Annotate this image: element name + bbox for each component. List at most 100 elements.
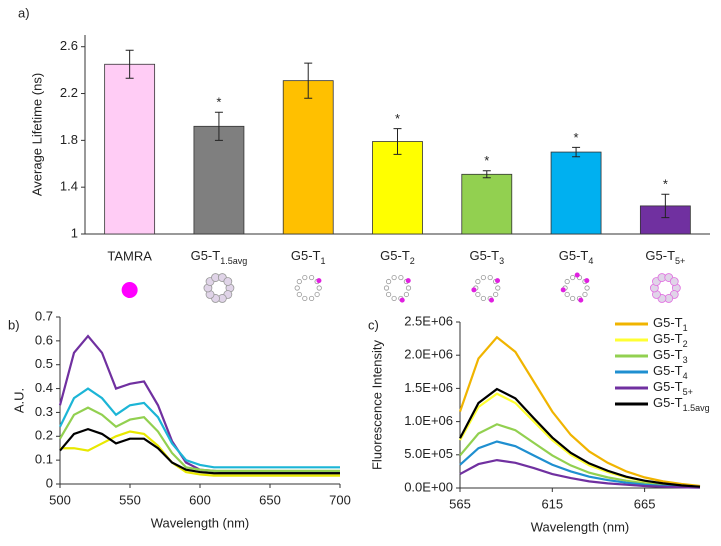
line	[459, 423, 701, 489]
panel-label: b)	[8, 317, 20, 332]
y-tick-label: 0.7	[35, 308, 53, 323]
line	[60, 430, 340, 477]
significance-mark: *	[574, 130, 579, 145]
y-tick-label: 2.5E+06	[404, 313, 453, 328]
y-tick-label: 2.6	[60, 38, 78, 53]
icon	[564, 278, 570, 285]
icon	[471, 287, 477, 293]
line	[459, 458, 701, 489]
icon	[316, 285, 322, 291]
x-axis-label: Wavelength (nm)	[151, 515, 250, 530]
y-tick-label: 0.6	[35, 332, 53, 347]
icon	[121, 282, 138, 298]
error-bar	[125, 49, 134, 79]
icon	[405, 285, 412, 291]
icon	[574, 272, 580, 278]
icon	[669, 277, 679, 286]
y-tick-label: 2.2	[60, 85, 78, 100]
icon	[386, 278, 392, 285]
icon	[391, 274, 397, 281]
y-tick-label: 1.4	[60, 179, 78, 194]
icon	[480, 274, 486, 281]
y-tick-label: 1	[71, 225, 78, 240]
significance-mark: *	[395, 111, 400, 126]
icon	[495, 278, 501, 284]
x-tick-label: G5-T1.5avg	[191, 248, 248, 266]
x-tick-label: G5-T5+	[645, 248, 685, 266]
y-tick-label: 0.0E+00	[404, 479, 453, 494]
x-tick-label: 615	[541, 496, 563, 511]
y-tick-label: 0.2	[35, 428, 53, 443]
bar	[193, 125, 245, 235]
icon	[487, 274, 493, 281]
icon	[383, 285, 390, 291]
bar	[550, 151, 602, 235]
line	[59, 427, 340, 475]
icon	[294, 285, 300, 291]
icon	[391, 295, 397, 302]
icon	[564, 291, 570, 298]
x-tick-label: 700	[329, 492, 351, 507]
icon	[302, 274, 308, 281]
icon	[316, 278, 322, 284]
icon	[314, 291, 320, 298]
y-tick-label: 0.5	[35, 356, 53, 371]
error-bar	[304, 62, 313, 99]
legend-label: G5-T1	[653, 315, 688, 333]
line	[59, 387, 340, 469]
x-axis-label: Wavelength (nm)	[531, 519, 630, 534]
panel-label: c)	[368, 317, 379, 332]
x-tick-label: G5-T3	[469, 248, 504, 266]
legend-label: G5-T1.5avg	[653, 395, 710, 413]
icon	[223, 277, 233, 286]
y-tick-label: 0	[46, 475, 53, 490]
error-bar	[482, 170, 491, 179]
y-tick-label: 1.5E+06	[404, 380, 453, 395]
x-tick-label: TAMRA	[107, 248, 152, 263]
y-tick-label: 0.1	[35, 452, 53, 467]
error-bar	[393, 128, 402, 155]
icon	[584, 285, 590, 291]
bar	[104, 63, 156, 235]
significance-mark: *	[663, 177, 668, 192]
x-tick-label: 665	[634, 496, 656, 511]
error-bar	[572, 146, 581, 158]
icon	[584, 278, 590, 284]
icon	[570, 274, 576, 281]
icon	[398, 274, 404, 281]
legend-label: G5-T4	[653, 363, 688, 381]
icon	[495, 285, 501, 291]
y-axis-label: Fluorescence Intensity	[369, 339, 384, 470]
icon	[578, 297, 584, 303]
y-tick-label: 0.4	[35, 380, 53, 395]
icon	[475, 291, 481, 298]
icon	[403, 291, 409, 298]
icon	[488, 297, 494, 303]
icon	[493, 291, 499, 298]
y-tick-label: 1.0E+06	[404, 413, 453, 428]
y-tick-label: 0.3	[35, 404, 53, 419]
icon	[475, 278, 481, 285]
icon	[570, 295, 576, 302]
significance-mark: *	[216, 95, 221, 110]
bar	[282, 80, 334, 235]
icon	[582, 291, 588, 298]
y-axis-label: A.U.	[11, 388, 26, 413]
panel-label: a)	[18, 5, 30, 20]
icon	[296, 278, 302, 285]
error-bar	[214, 111, 223, 141]
y-tick-label: 1.8	[60, 132, 78, 147]
bar	[372, 141, 423, 235]
icon	[480, 295, 486, 302]
x-tick-label: 550	[119, 492, 141, 507]
icon	[560, 287, 566, 293]
error-bar	[661, 193, 670, 219]
icon	[405, 278, 411, 284]
icon	[386, 291, 392, 298]
x-tick-label: G5-T4	[559, 248, 594, 266]
icon	[302, 295, 308, 302]
legend-label: G5-T2	[653, 331, 688, 349]
icon	[309, 274, 315, 281]
y-tick-label: 2.0E+06	[404, 347, 453, 362]
y-axis-label: Average Lifetime (ns)	[29, 73, 44, 196]
